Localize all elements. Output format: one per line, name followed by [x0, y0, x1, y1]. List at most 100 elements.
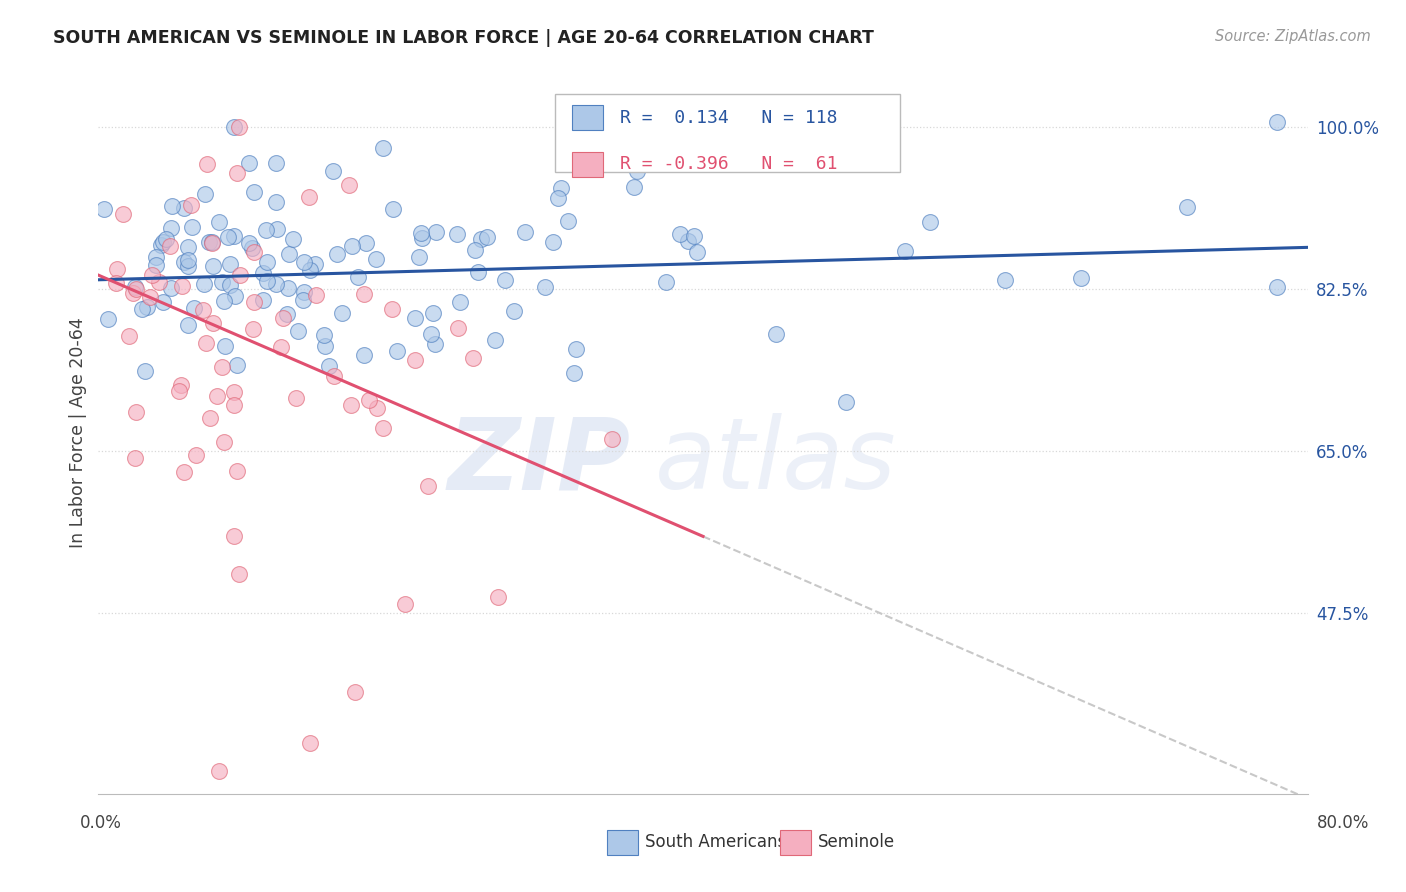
Point	[467, 264, 489, 278]
Point	[148, 276, 170, 290]
Point	[534, 279, 557, 293]
Point	[600, 432, 623, 446]
Point	[683, 228, 706, 243]
Point	[371, 420, 394, 434]
Point	[416, 479, 439, 493]
Point	[173, 465, 195, 479]
Point	[292, 254, 315, 268]
Point	[105, 262, 128, 277]
Point	[217, 230, 239, 244]
Point	[224, 120, 246, 134]
Point	[177, 253, 200, 268]
Point	[125, 282, 148, 296]
Y-axis label: In Labor Force | Age 20-64: In Labor Force | Age 20-64	[69, 318, 87, 548]
Point	[463, 351, 485, 365]
Point	[353, 286, 375, 301]
Point	[344, 685, 367, 699]
Point	[170, 279, 193, 293]
Point	[381, 301, 404, 316]
Point	[420, 327, 443, 342]
Point	[409, 226, 432, 240]
Point	[225, 166, 247, 180]
Point	[550, 181, 572, 195]
Point	[173, 201, 195, 215]
Point	[292, 285, 315, 299]
Point	[212, 294, 235, 309]
Point	[242, 185, 264, 199]
Point	[299, 736, 322, 750]
Point	[198, 235, 221, 250]
Point	[162, 198, 184, 212]
Text: 80.0%: 80.0%	[1316, 814, 1369, 831]
Point	[228, 120, 250, 134]
Point	[131, 301, 153, 316]
Point	[184, 448, 207, 462]
Point	[214, 339, 236, 353]
Point	[332, 306, 354, 320]
Point	[1175, 200, 1198, 214]
Point	[155, 232, 177, 246]
Point	[394, 597, 416, 611]
Point	[284, 391, 307, 405]
Point	[160, 220, 183, 235]
Point	[118, 329, 141, 343]
Point	[139, 290, 162, 304]
Point	[195, 157, 218, 171]
Point	[198, 411, 221, 425]
Text: SOUTH AMERICAN VS SEMINOLE IN LABOR FORCE | AGE 20-64 CORRELATION CHART: SOUTH AMERICAN VS SEMINOLE IN LABOR FORC…	[53, 29, 875, 46]
Point	[266, 222, 288, 236]
Point	[152, 295, 174, 310]
Point	[513, 225, 536, 239]
Point	[340, 398, 363, 412]
Point	[765, 326, 787, 341]
Point	[404, 311, 426, 326]
Point	[404, 353, 426, 368]
Point	[1267, 280, 1289, 294]
Point	[354, 236, 377, 251]
Point	[305, 287, 328, 301]
Point	[170, 377, 193, 392]
Text: Seminole: Seminole	[818, 833, 896, 851]
Point	[366, 252, 388, 266]
Point	[145, 250, 167, 264]
Point	[177, 260, 200, 274]
Point	[226, 358, 249, 372]
Point	[299, 263, 322, 277]
Point	[277, 281, 299, 295]
Point	[298, 190, 321, 204]
Point	[486, 590, 509, 604]
Text: R = -0.396   N =  61: R = -0.396 N = 61	[620, 155, 838, 173]
Point	[97, 312, 120, 326]
Point	[565, 342, 588, 356]
Point	[136, 300, 159, 314]
Point	[278, 247, 301, 261]
Point	[470, 232, 492, 246]
Point	[655, 275, 678, 289]
Point	[177, 240, 200, 254]
Point	[322, 369, 344, 384]
Point	[446, 227, 468, 241]
Point	[194, 187, 217, 202]
Point	[668, 227, 690, 242]
Point	[201, 235, 224, 250]
Point	[121, 286, 143, 301]
Point	[238, 156, 260, 170]
Point	[314, 327, 336, 342]
Point	[180, 219, 202, 234]
Point	[626, 163, 648, 178]
Point	[93, 202, 115, 216]
Point	[240, 241, 263, 255]
Point	[141, 268, 163, 282]
Point	[152, 235, 174, 250]
Point	[202, 259, 225, 273]
Point	[219, 257, 242, 271]
Point	[256, 255, 278, 269]
Point	[145, 259, 167, 273]
Point	[322, 164, 344, 178]
Point	[252, 293, 274, 307]
Point	[111, 207, 134, 221]
Point	[411, 231, 433, 245]
Point	[287, 324, 309, 338]
Point	[586, 115, 609, 129]
Point	[371, 141, 394, 155]
